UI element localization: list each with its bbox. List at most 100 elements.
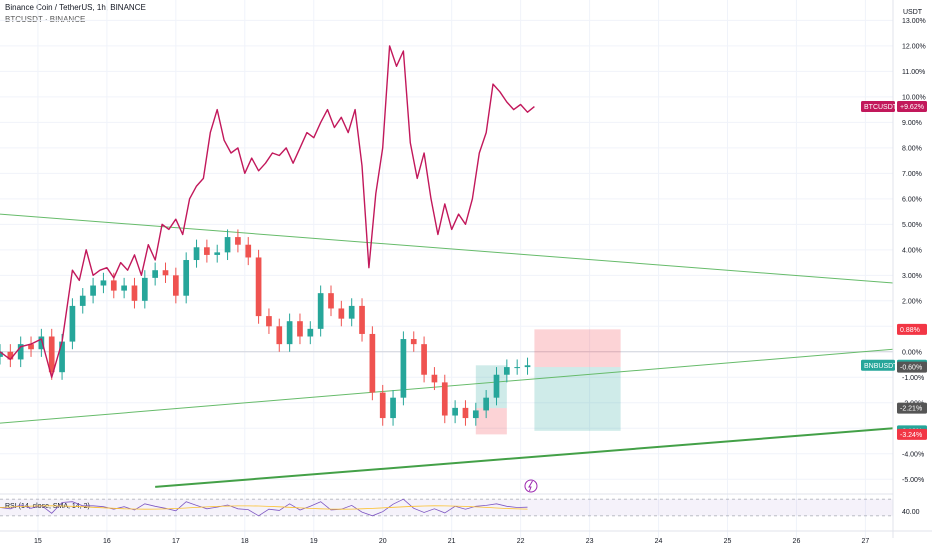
candle-body xyxy=(17,344,24,360)
trendline xyxy=(155,427,894,488)
currency-label: USDT xyxy=(903,9,923,16)
bnb-symbol-tag-bg xyxy=(861,359,895,371)
y-tick-label: -4.00% xyxy=(902,451,924,458)
x-tick-label: 21 xyxy=(448,538,456,545)
candle-body xyxy=(462,407,469,419)
candle-body xyxy=(110,280,117,291)
candle-body xyxy=(421,344,427,375)
candle-body xyxy=(204,247,210,255)
candle-body xyxy=(514,367,521,369)
price-tag: -0.60% xyxy=(900,365,922,372)
rsi-sma-line xyxy=(0,505,528,510)
y-tick-label: -5.00% xyxy=(902,477,924,484)
btc-line xyxy=(0,45,535,378)
y-tick-label: -1.00% xyxy=(902,375,924,382)
candle-body xyxy=(172,275,179,296)
y-tick-label: 6.00% xyxy=(902,196,922,203)
candle-body xyxy=(235,237,241,245)
price-axis[interactable]: 13.00% 12.00% 11.00% 10.00% 9.00% 8.00% 7.00% 6… xyxy=(892,0,926,538)
candle-body xyxy=(483,397,489,411)
candle-body xyxy=(69,305,76,342)
y-tick-label: 3.00% xyxy=(902,273,922,280)
x-tick-label: 24 xyxy=(655,538,663,545)
lightning-icon xyxy=(528,480,533,492)
rsi-band xyxy=(0,499,893,516)
y-tick-label: 9.00% xyxy=(902,120,922,127)
x-tick-label: 17 xyxy=(172,538,180,545)
x-tick-label: 26 xyxy=(793,538,801,545)
position-box xyxy=(534,367,621,431)
price-tag: -2.21% xyxy=(900,406,922,413)
candle-body xyxy=(503,367,510,375)
candle-body xyxy=(141,277,148,301)
candle-body xyxy=(452,407,458,416)
btc-comparison-line xyxy=(0,45,535,378)
bnb-symbol-tag: BNBUSDT xyxy=(864,363,898,370)
candle-body xyxy=(214,252,221,255)
price-tag-bg xyxy=(897,323,927,335)
trendline xyxy=(0,213,894,284)
y-tick-label: 7.00% xyxy=(902,171,922,178)
y-tick-label: 12.00% xyxy=(902,43,926,50)
price-tag-bg xyxy=(897,361,927,373)
candle-body xyxy=(79,295,86,306)
x-tick-label: 16 xyxy=(103,538,111,545)
x-tick-label: 15 xyxy=(34,538,42,545)
candle-body xyxy=(255,257,262,317)
x-tick-label: 23 xyxy=(586,538,594,545)
event-marker-icon xyxy=(524,479,538,493)
candle-body xyxy=(410,339,417,345)
y-tick-label: 10.00% xyxy=(902,94,926,101)
compare-symbol-label: BTCUSDT · BINANCE xyxy=(5,15,86,24)
candle-body xyxy=(317,293,324,329)
candle-body xyxy=(266,316,272,327)
candle-body xyxy=(48,336,55,373)
price-tag-bg xyxy=(897,402,927,414)
candle-body xyxy=(524,365,531,368)
candle-body xyxy=(152,270,158,278)
y-tick-label: 2.00% xyxy=(902,298,922,305)
candle-body xyxy=(369,333,376,393)
grid-lines xyxy=(0,0,893,538)
candle-body xyxy=(90,285,96,296)
position-box xyxy=(475,408,507,435)
candle-body xyxy=(297,321,303,337)
candle-body xyxy=(0,351,3,357)
price-tag: 0.88% xyxy=(900,327,920,334)
x-tick-label: 19 xyxy=(310,538,318,545)
candle-body xyxy=(286,321,293,345)
rsi-line xyxy=(0,498,528,517)
candle-body xyxy=(245,244,252,258)
candle-body xyxy=(441,382,448,416)
candle-body xyxy=(338,308,345,319)
rsi-pane[interactable]: RSI (14, close, SMA, 14, 2) 40.00 xyxy=(0,493,920,517)
candle-body xyxy=(183,260,190,296)
candle-body xyxy=(100,280,107,286)
btc-symbol-tag-bg xyxy=(861,101,895,113)
candle-body xyxy=(276,326,283,345)
candle-body xyxy=(472,410,479,419)
bnb-candles xyxy=(0,229,531,426)
btc-symbol-tag: BTCUSDT xyxy=(864,104,898,111)
chart-title: Binance Coin / TetherUS, 1h, BINANCE xyxy=(5,3,146,12)
y-tick-label: 0.00% xyxy=(902,349,922,356)
x-tick-label: 25 xyxy=(724,538,732,545)
position-box xyxy=(534,329,621,368)
candle-body xyxy=(38,336,45,350)
position-box xyxy=(475,365,507,409)
candle-body xyxy=(359,305,365,334)
candle-body xyxy=(400,339,407,398)
y-tick-label: 13.00% xyxy=(902,18,926,25)
y-tick-label: 8.00% xyxy=(902,145,922,152)
candle-body xyxy=(379,392,386,419)
price-tags: 0.88%BNBUSDT-0.53%-0.55%-0.60%-2.21%-3.1… xyxy=(861,101,927,440)
x-tick-label: 18 xyxy=(241,538,249,545)
candle-body xyxy=(59,341,65,373)
candle-body xyxy=(431,374,438,383)
candle-body xyxy=(328,293,334,309)
time-axis[interactable]: 15 16 17 18 19 20 21 22 23 24 25 26 27 xyxy=(0,530,932,545)
btc-change-tag-bg xyxy=(897,101,927,113)
candle-body xyxy=(224,237,231,253)
candle-body xyxy=(131,285,138,301)
